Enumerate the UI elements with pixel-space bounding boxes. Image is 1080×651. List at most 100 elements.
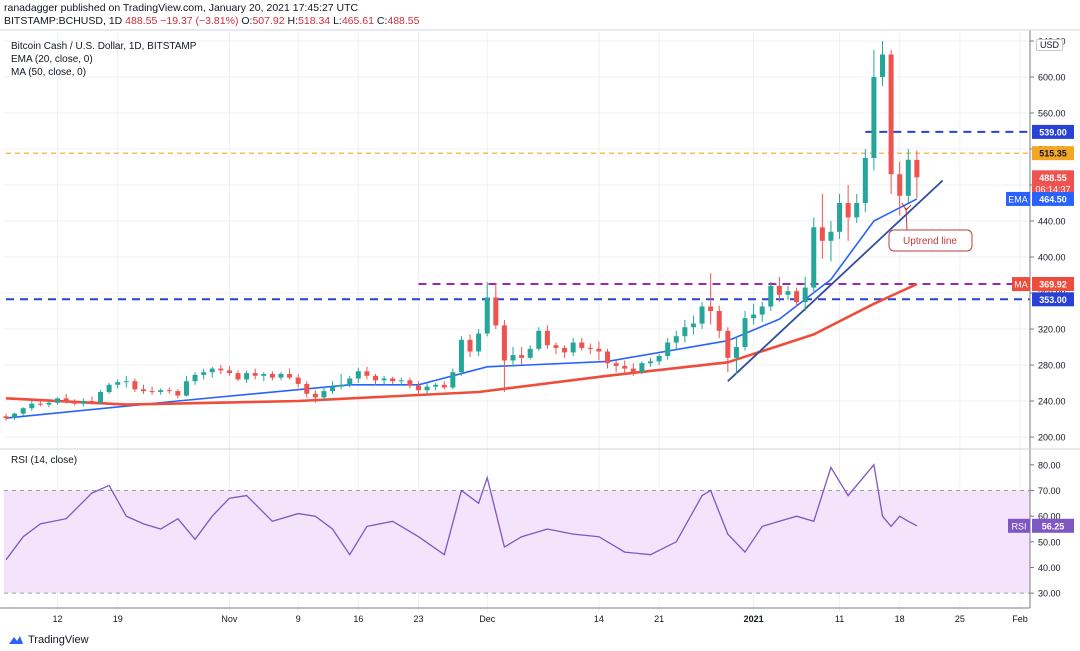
time-tick-label: 21 xyxy=(654,614,664,624)
candle-body xyxy=(897,174,903,196)
candle-body xyxy=(639,363,645,373)
candle xyxy=(226,365,232,376)
uptrend-line xyxy=(727,179,944,382)
candle xyxy=(708,273,714,325)
candle xyxy=(751,303,757,325)
candle xyxy=(888,50,894,194)
candle-body xyxy=(149,391,155,393)
ma-line xyxy=(5,282,918,406)
candle xyxy=(579,338,585,351)
candle xyxy=(183,375,189,397)
candle xyxy=(37,400,43,407)
currency-label[interactable]: USD xyxy=(1036,39,1064,51)
candle-body xyxy=(123,381,129,383)
candle xyxy=(80,398,86,407)
candle-body xyxy=(888,54,894,175)
candle-body xyxy=(871,77,877,158)
candle-body xyxy=(458,339,464,373)
candle xyxy=(596,341,602,361)
candle-body xyxy=(819,227,825,241)
candle xyxy=(656,354,662,365)
candle-body xyxy=(37,403,43,405)
candle-body xyxy=(751,314,757,319)
candle xyxy=(450,368,456,390)
candle-body xyxy=(811,227,817,288)
candle-body xyxy=(828,231,834,241)
candle xyxy=(837,194,843,239)
candle xyxy=(3,413,9,421)
price-tick-label: 440.00 xyxy=(1038,217,1066,227)
candle-body xyxy=(252,373,258,376)
candle-body xyxy=(63,398,69,402)
candle xyxy=(733,336,739,374)
candle xyxy=(55,397,61,405)
candle-body xyxy=(12,413,18,419)
candle-body xyxy=(415,385,421,391)
candle-body xyxy=(295,377,301,384)
last-price: 488.55 xyxy=(125,15,158,27)
candle-body xyxy=(235,373,241,380)
candle xyxy=(433,383,439,391)
price-tags: 539.00515.35370.00353.00488.5506:14:3746… xyxy=(1006,124,1074,533)
candle-body xyxy=(587,347,593,349)
ma-price-tag: 369.92 xyxy=(1039,280,1067,290)
candle xyxy=(682,320,688,343)
candle xyxy=(519,347,525,365)
candle-body xyxy=(501,325,507,361)
candle-body xyxy=(381,378,387,381)
candle-body xyxy=(802,287,808,302)
candle xyxy=(218,365,224,374)
candle xyxy=(562,345,568,358)
candle-body xyxy=(716,311,722,331)
candle-body xyxy=(854,203,860,218)
candle xyxy=(536,327,542,351)
candle xyxy=(544,325,550,349)
candle-body xyxy=(656,356,662,362)
candle xyxy=(639,361,645,374)
time-tick-label: 11 xyxy=(835,614,844,624)
candle xyxy=(716,305,722,338)
time-tick-label: 12 xyxy=(53,614,63,624)
level-price-tag: 515.35 xyxy=(1039,149,1067,159)
last-price-tag: 488.55 xyxy=(1039,173,1067,183)
candle-body xyxy=(364,371,370,376)
candle-body xyxy=(647,361,653,364)
candle xyxy=(570,338,576,356)
rsi-tick-label: 60.00 xyxy=(1038,512,1061,522)
tradingview-logo-icon xyxy=(9,636,23,644)
time-tick-label: 9 xyxy=(296,614,301,624)
candle xyxy=(690,315,696,335)
candle-body xyxy=(390,378,396,382)
candle xyxy=(665,338,671,360)
candle xyxy=(321,386,327,401)
low-label: L: xyxy=(333,15,342,27)
horizontal-levels xyxy=(6,130,1030,301)
countdown-tag: 06:14:37 xyxy=(1035,184,1070,194)
candle-body xyxy=(682,327,688,337)
candle-body xyxy=(424,386,430,391)
candle-body xyxy=(226,370,232,374)
candle-body xyxy=(3,416,9,419)
candle xyxy=(192,372,198,385)
rsi-band xyxy=(4,490,1030,594)
candle-body xyxy=(519,355,525,358)
candle xyxy=(132,378,138,392)
price-tick-label: 200.00 xyxy=(1038,433,1066,443)
candle xyxy=(304,381,310,398)
candle-body xyxy=(209,368,215,373)
candle-body xyxy=(106,384,112,392)
candle xyxy=(89,396,95,405)
time-tick-label: 2021 xyxy=(744,614,764,624)
candle xyxy=(424,383,430,395)
candle-body xyxy=(441,384,447,388)
candle xyxy=(29,401,35,411)
candle-body xyxy=(244,373,250,380)
candle-body xyxy=(304,383,310,394)
candle xyxy=(398,377,404,385)
candle-body xyxy=(80,401,86,404)
candle xyxy=(252,368,258,380)
candle-body xyxy=(261,374,267,376)
candle xyxy=(553,342,559,355)
candle-body xyxy=(862,158,868,203)
